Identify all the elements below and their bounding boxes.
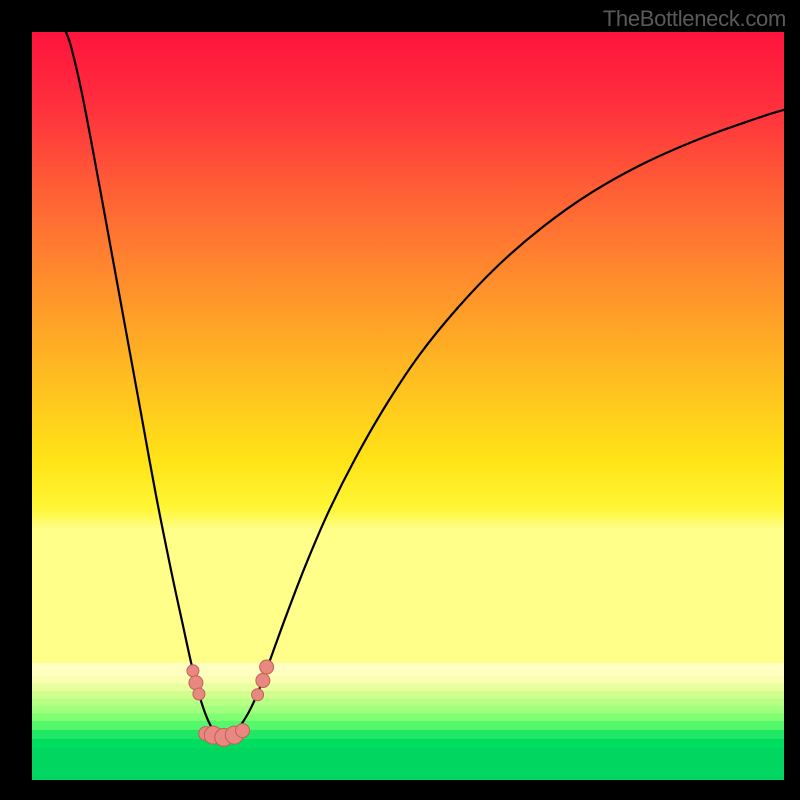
curve-overlay <box>32 32 784 780</box>
marker-point <box>236 724 250 738</box>
marker-point <box>187 665 199 677</box>
watermark-text: TheBottleneck.com <box>603 6 786 32</box>
marker-point <box>256 674 270 688</box>
marker-point <box>189 676 203 690</box>
marker-point <box>193 688 205 700</box>
marker-point <box>260 660 274 674</box>
bottleneck-curve <box>66 32 784 737</box>
marker-point <box>252 689 264 701</box>
plot-area <box>32 32 784 780</box>
